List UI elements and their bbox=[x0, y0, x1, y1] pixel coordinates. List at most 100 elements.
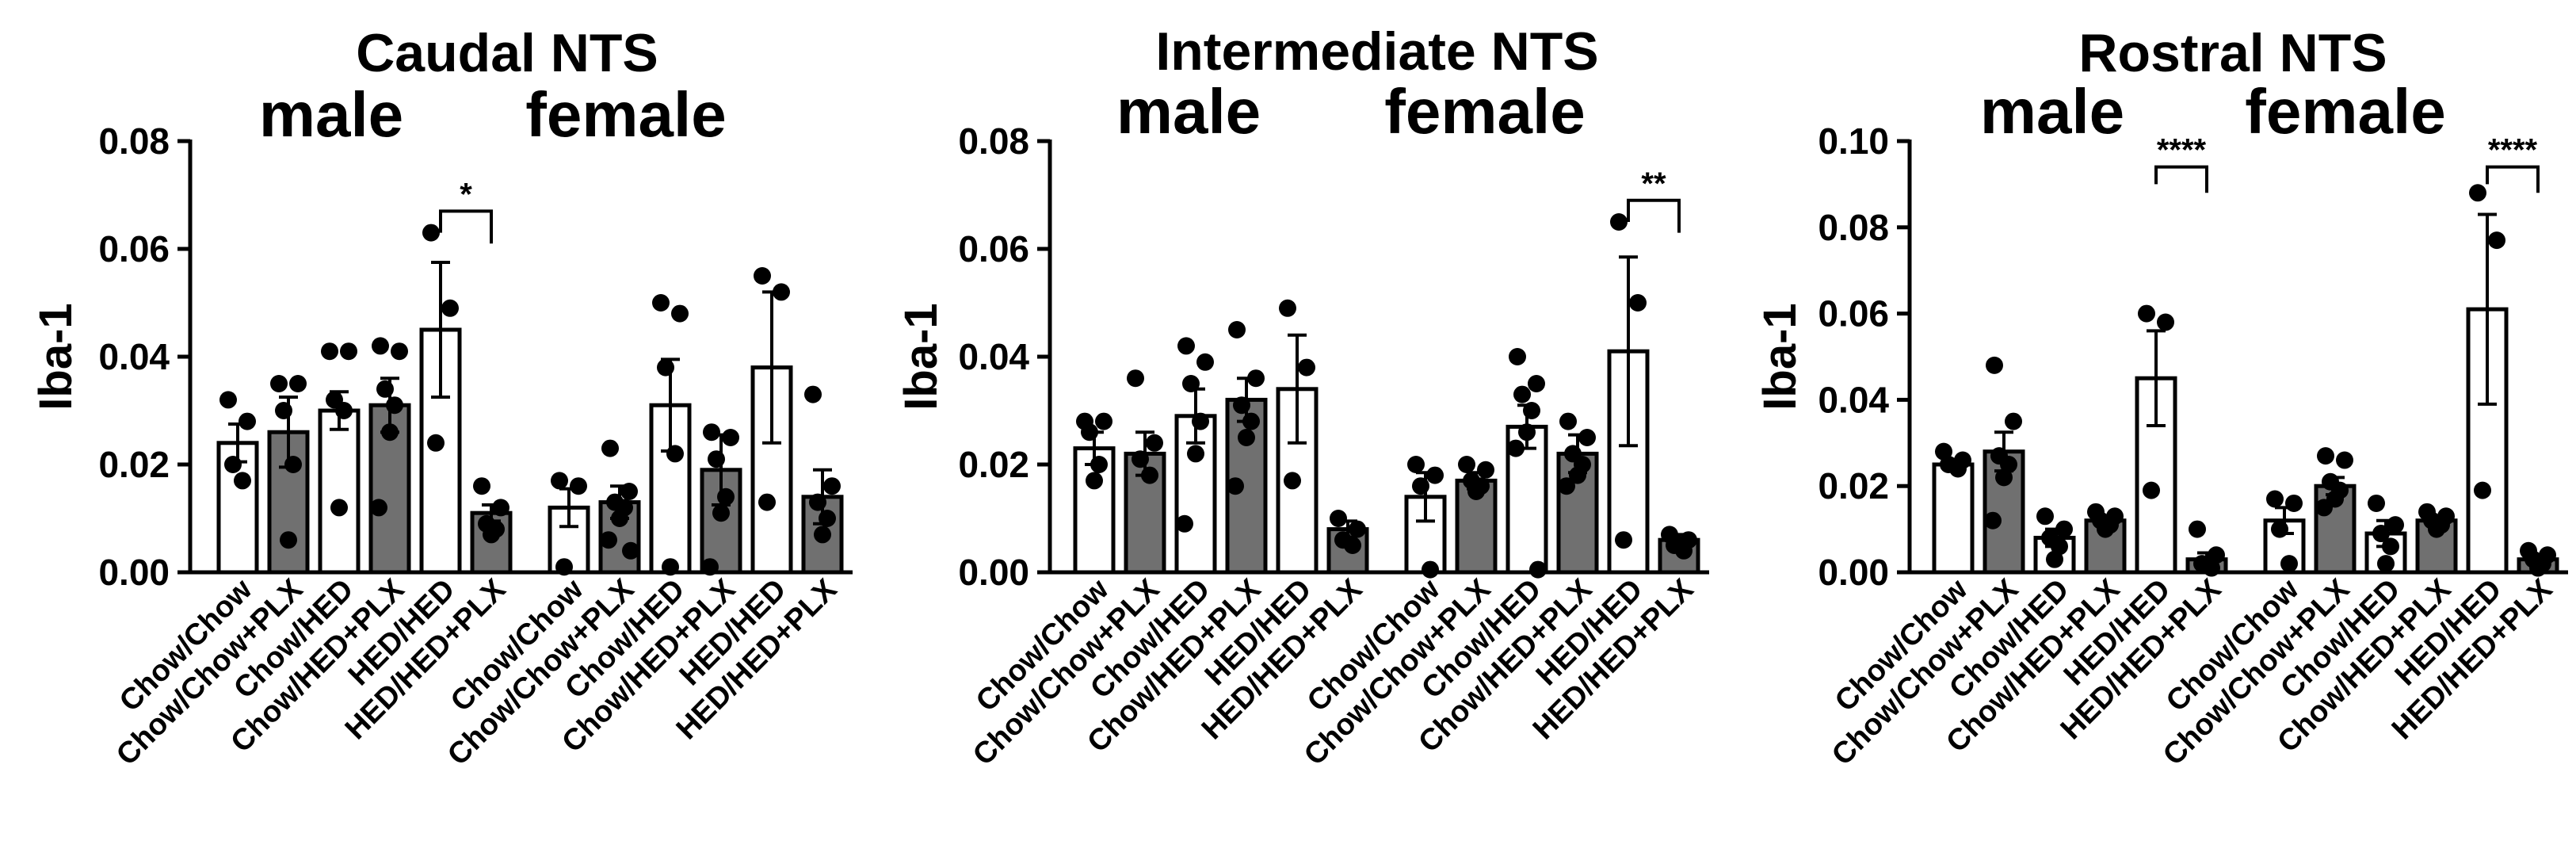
data-point bbox=[601, 439, 619, 457]
data-point bbox=[1507, 439, 1525, 457]
bar bbox=[318, 408, 361, 575]
data-point bbox=[1330, 510, 1347, 527]
data-point bbox=[1176, 514, 1193, 533]
data-point bbox=[1529, 560, 1547, 579]
data-point bbox=[1284, 472, 1301, 490]
y-tick-label: 0.06 bbox=[958, 228, 1029, 270]
significance-bracket bbox=[2486, 165, 2540, 193]
chart-title: Intermediate NTS bbox=[1155, 21, 1598, 82]
data-point bbox=[2474, 481, 2491, 499]
data-point bbox=[551, 472, 568, 490]
data-point bbox=[1949, 460, 1967, 478]
data-point bbox=[1279, 299, 1296, 317]
data-point bbox=[1528, 375, 1545, 392]
data-point bbox=[239, 412, 256, 430]
y-tick-label: 0.08 bbox=[958, 120, 1029, 162]
significance-label: ** bbox=[1641, 166, 1666, 201]
data-point bbox=[622, 541, 639, 560]
data-point bbox=[1458, 456, 1475, 473]
data-point bbox=[1146, 434, 1163, 452]
data-point bbox=[758, 493, 776, 511]
data-point bbox=[2372, 525, 2390, 543]
panel-1: Intermediate NTS Iba-1 0.00 0.02 0.04 0.06 0.0… bbox=[895, 21, 1709, 772]
data-point bbox=[1127, 369, 1144, 388]
data-point bbox=[2488, 231, 2505, 250]
data-point bbox=[1298, 358, 1315, 377]
y-tick-label: 0.08 bbox=[1818, 207, 1889, 248]
data-point bbox=[1407, 456, 1425, 473]
data-point bbox=[1569, 466, 1586, 484]
data-point bbox=[1412, 477, 1429, 495]
data-point bbox=[2005, 412, 2022, 430]
significance-label: **** bbox=[2488, 133, 2538, 168]
data-point bbox=[2157, 313, 2174, 331]
data-point bbox=[2046, 550, 2063, 568]
chart-title: Rostral NTS bbox=[2078, 23, 2387, 83]
data-point bbox=[1086, 472, 1103, 490]
data-point bbox=[1227, 477, 1244, 495]
data-point bbox=[1426, 466, 1444, 484]
data-point bbox=[1141, 466, 1158, 484]
data-point bbox=[1509, 348, 1526, 365]
data-point bbox=[1344, 537, 1361, 554]
y-tick-label: 0.04 bbox=[98, 336, 170, 377]
data-point bbox=[1081, 423, 1098, 442]
y-tick-label: 0.06 bbox=[98, 228, 170, 270]
data-point bbox=[2143, 481, 2160, 499]
data-point bbox=[1192, 412, 1209, 430]
group-label-male: male bbox=[1116, 76, 1261, 147]
data-point bbox=[703, 423, 720, 442]
data-point bbox=[289, 375, 307, 392]
data-point bbox=[1513, 385, 1531, 403]
data-point bbox=[712, 504, 730, 522]
data-point bbox=[1349, 520, 1366, 538]
data-point bbox=[1233, 396, 1250, 415]
group-label-female: female bbox=[2245, 76, 2445, 147]
data-point bbox=[284, 456, 302, 473]
data-point bbox=[2138, 304, 2155, 323]
data-point bbox=[492, 499, 509, 517]
y-tick-label: 0.02 bbox=[1818, 465, 1889, 507]
data-point bbox=[2377, 555, 2395, 573]
y-tick-label: 0.04 bbox=[958, 336, 1029, 377]
y-tick-label: 0.00 bbox=[958, 552, 1029, 593]
data-point bbox=[270, 375, 288, 392]
data-point bbox=[2036, 507, 2054, 526]
data-point bbox=[823, 477, 841, 495]
significance-label: **** bbox=[2157, 133, 2207, 168]
group-label-male: male bbox=[1980, 76, 2124, 147]
data-point bbox=[1238, 429, 1255, 446]
chart-title: Caudal NTS bbox=[356, 23, 658, 83]
data-point bbox=[773, 283, 790, 301]
data-point bbox=[2266, 490, 2284, 508]
data-point bbox=[717, 487, 735, 506]
data-point bbox=[814, 526, 831, 544]
data-point bbox=[386, 396, 403, 415]
data-point bbox=[1559, 412, 1577, 430]
y-tick-label: 0.00 bbox=[1818, 552, 1889, 593]
y-tick-label: 0.04 bbox=[1818, 379, 1889, 420]
y-axis-label: Iba-1 bbox=[30, 303, 82, 410]
data-point bbox=[1477, 461, 1494, 479]
data-point bbox=[1196, 353, 1214, 371]
data-point bbox=[372, 337, 389, 355]
data-point bbox=[809, 493, 826, 511]
data-point bbox=[666, 445, 684, 463]
data-point bbox=[427, 434, 445, 452]
data-point bbox=[2387, 516, 2404, 534]
data-point bbox=[234, 472, 251, 490]
y-tick-label: 0.06 bbox=[1818, 293, 1889, 334]
data-point bbox=[1095, 412, 1112, 430]
data-point bbox=[330, 499, 348, 517]
data-point bbox=[391, 342, 408, 361]
data-point bbox=[1247, 369, 1265, 388]
data-point bbox=[611, 510, 628, 527]
data-point bbox=[1518, 423, 1536, 442]
data-point bbox=[1995, 468, 2013, 487]
data-point bbox=[321, 342, 338, 361]
data-point bbox=[2280, 555, 2298, 573]
y-tick-label: 0.00 bbox=[98, 552, 170, 593]
significance-bracket bbox=[439, 209, 493, 244]
